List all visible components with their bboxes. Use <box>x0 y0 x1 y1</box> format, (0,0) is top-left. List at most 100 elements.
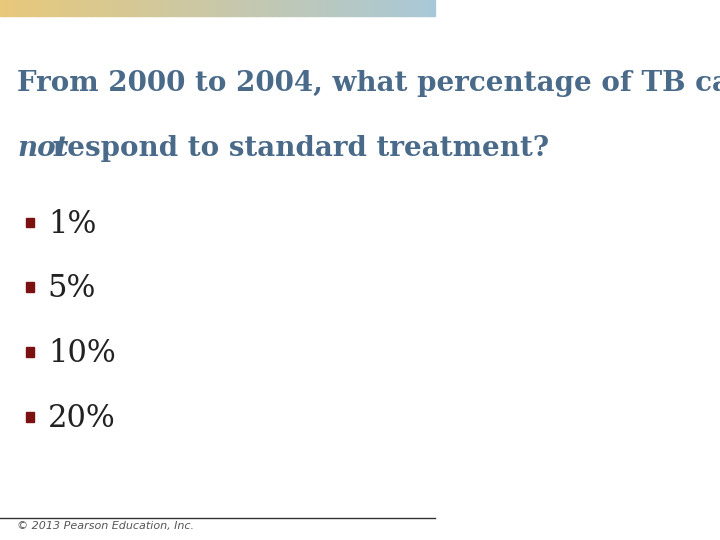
Bar <box>26 347 34 357</box>
Bar <box>83 0 87 16</box>
Bar <box>313 0 318 16</box>
Bar <box>183 0 187 16</box>
Bar <box>356 0 361 16</box>
Text: © 2013 Pearson Education, Inc.: © 2013 Pearson Education, Inc. <box>17 522 194 531</box>
Bar <box>61 0 66 16</box>
Text: From 2000 to 2004, what percentage of TB cases did: From 2000 to 2004, what percentage of TB… <box>17 70 720 97</box>
Bar <box>326 0 330 16</box>
Bar <box>413 0 418 16</box>
Bar <box>204 0 209 16</box>
Bar <box>348 0 353 16</box>
Bar <box>369 0 374 16</box>
Bar <box>400 0 405 16</box>
Bar <box>230 0 235 16</box>
Bar <box>70 0 74 16</box>
Bar <box>408 0 413 16</box>
Bar <box>192 0 196 16</box>
Bar <box>287 0 292 16</box>
Bar <box>278 0 283 16</box>
Bar <box>222 0 227 16</box>
Bar <box>422 0 426 16</box>
Bar <box>126 0 131 16</box>
Bar <box>378 0 383 16</box>
Bar <box>179 0 183 16</box>
Bar <box>26 218 34 227</box>
Bar <box>296 0 300 16</box>
Bar <box>213 0 217 16</box>
Bar <box>30 0 35 16</box>
Bar <box>291 0 296 16</box>
Bar <box>274 0 279 16</box>
Text: respond to standard treatment?: respond to standard treatment? <box>42 135 549 162</box>
Bar <box>0 0 5 16</box>
Bar <box>113 0 118 16</box>
Bar <box>404 0 409 16</box>
Bar <box>148 0 153 16</box>
Bar <box>248 0 253 16</box>
Bar <box>269 0 274 16</box>
Bar <box>87 0 91 16</box>
Bar <box>382 0 387 16</box>
Bar <box>122 0 127 16</box>
Bar <box>426 0 431 16</box>
Bar <box>431 0 435 16</box>
Bar <box>352 0 357 16</box>
Bar <box>43 0 48 16</box>
Bar <box>78 0 83 16</box>
Bar <box>52 0 57 16</box>
Bar <box>374 0 379 16</box>
Bar <box>365 0 370 16</box>
Bar <box>96 0 100 16</box>
Text: 20%: 20% <box>48 403 116 434</box>
Bar <box>9 0 14 16</box>
Bar <box>100 0 104 16</box>
Bar <box>305 0 309 16</box>
Bar <box>13 0 18 16</box>
Bar <box>135 0 140 16</box>
Bar <box>391 0 396 16</box>
Bar <box>200 0 204 16</box>
Bar <box>66 0 70 16</box>
Text: not: not <box>17 135 69 162</box>
Bar <box>300 0 305 16</box>
Bar <box>322 0 326 16</box>
Text: 10%: 10% <box>48 338 116 369</box>
Bar <box>117 0 122 16</box>
Bar <box>335 0 340 16</box>
Bar <box>256 0 261 16</box>
Bar <box>217 0 222 16</box>
Bar <box>418 0 422 16</box>
Bar <box>130 0 135 16</box>
Text: 5%: 5% <box>48 273 96 305</box>
Bar <box>169 0 174 16</box>
Bar <box>318 0 322 16</box>
Bar <box>339 0 344 16</box>
Bar <box>343 0 348 16</box>
Bar <box>17 0 22 16</box>
Bar <box>91 0 96 16</box>
Bar <box>143 0 148 16</box>
Bar <box>74 0 78 16</box>
Bar <box>156 0 161 16</box>
Bar <box>26 412 34 422</box>
Bar <box>22 0 27 16</box>
Bar <box>330 0 335 16</box>
Bar <box>387 0 392 16</box>
Bar <box>243 0 248 16</box>
Bar <box>361 0 366 16</box>
Bar <box>139 0 144 16</box>
Bar <box>39 0 44 16</box>
Bar <box>26 0 31 16</box>
Bar <box>395 0 400 16</box>
Bar <box>48 0 53 16</box>
Bar <box>309 0 313 16</box>
Bar <box>196 0 200 16</box>
Bar <box>209 0 213 16</box>
Bar <box>4 0 9 16</box>
Bar <box>239 0 244 16</box>
Bar <box>265 0 270 16</box>
Bar <box>235 0 240 16</box>
Bar <box>109 0 114 16</box>
Bar <box>282 0 287 16</box>
Bar <box>161 0 166 16</box>
